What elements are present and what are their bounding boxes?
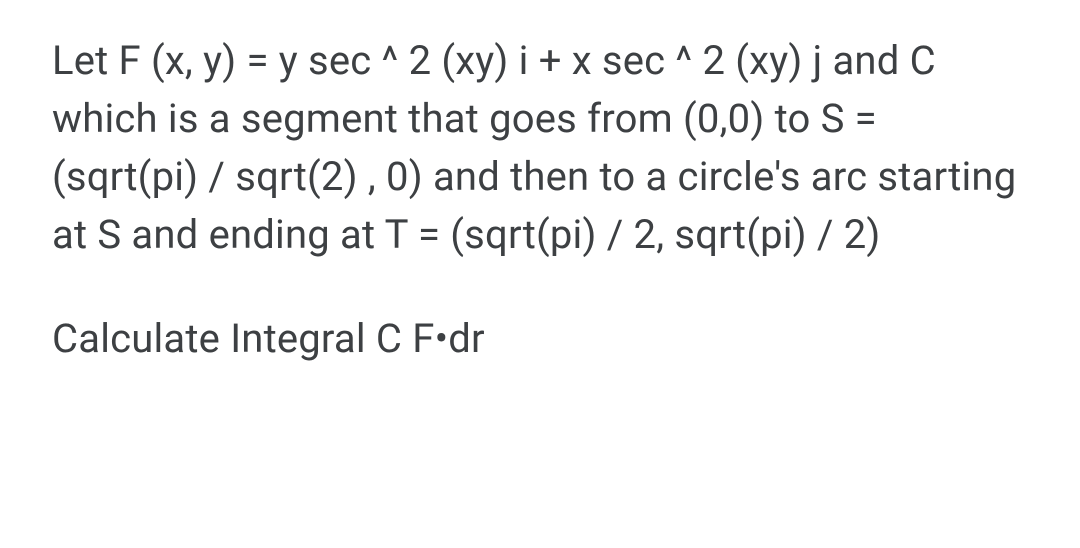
problem-paragraph-2: Calculate Integral C F•dr	[52, 310, 1028, 368]
problem-paragraph-1: Let F (x, y) = y sec ^ 2 (xy) i + x sec …	[52, 32, 1028, 264]
problem-text-container: Let F (x, y) = y sec ^ 2 (xy) i + x sec …	[0, 0, 1080, 548]
